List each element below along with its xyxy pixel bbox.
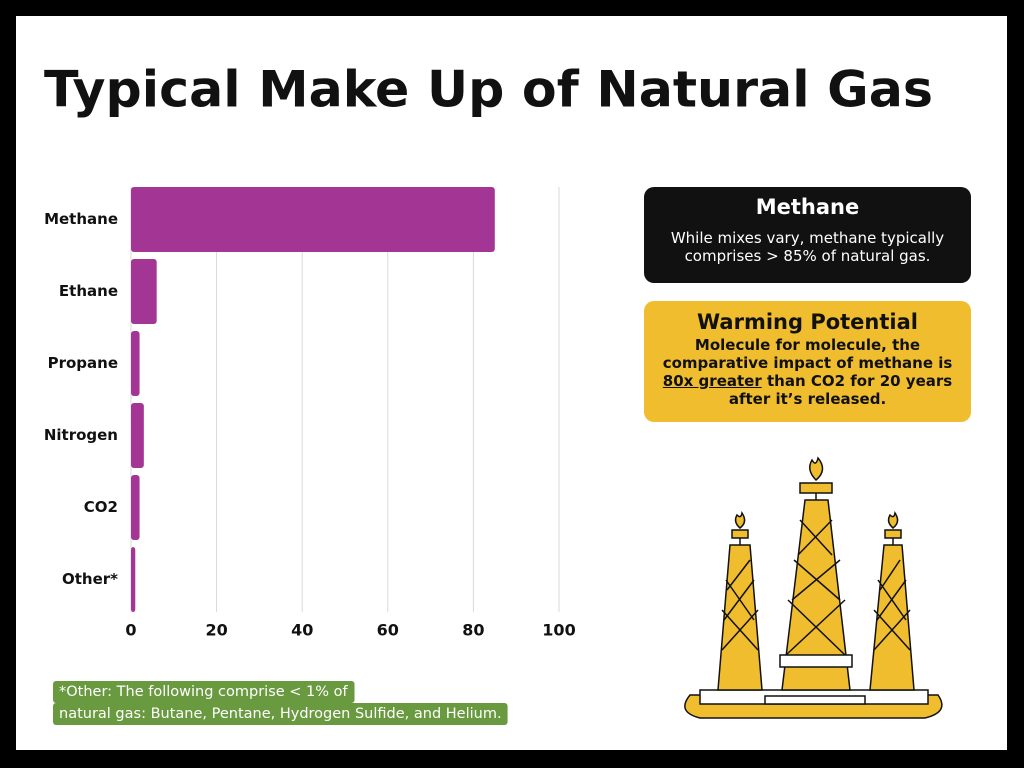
box-title: Methane (755, 195, 860, 219)
box-text: Molecule for molecule, the comparative i… (662, 336, 953, 372)
box-text: While mixes vary, methane typically comp… (670, 229, 945, 265)
oil-rig-illustration (684, 456, 943, 719)
y-tick-label: Nitrogen (44, 426, 118, 444)
y-tick-label: CO2 (84, 498, 118, 516)
warming-box: Warming Potential Molecule for molecule,… (644, 301, 971, 422)
bar (131, 259, 157, 324)
x-tick-label: 40 (291, 621, 313, 640)
bar (131, 475, 140, 540)
box-title: Warming Potential (697, 310, 918, 334)
footnote-text: natural gas: Butane, Pentane, Hydrogen S… (59, 706, 502, 722)
footnote: *Other: The following comprise < 1% of na… (53, 681, 508, 725)
bar (131, 187, 495, 252)
box-emphasis: 80x greater (662, 372, 762, 390)
footnote-background (53, 681, 355, 703)
y-tick-label: Other* (62, 570, 118, 588)
box-text: than CO2 for 20 years after it’s release… (728, 372, 953, 408)
footnote-text: *Other: The following comprise < 1% of (59, 684, 349, 700)
x-tick-label: 60 (377, 621, 399, 640)
bar (131, 403, 144, 468)
x-tick-label: 0 (125, 621, 136, 640)
footnote-background (53, 703, 508, 725)
chart-title: Typical Make Up of Natural Gas (44, 61, 933, 119)
x-tick-label: 20 (205, 621, 227, 640)
bar (131, 547, 136, 612)
y-tick-label: Ethane (59, 282, 118, 300)
methane-box: Methane While mixes vary, methane typica… (644, 187, 971, 283)
bar (131, 331, 140, 396)
x-tick-label: 100 (542, 621, 575, 640)
x-tick-label: 80 (462, 621, 484, 640)
y-tick-label: Methane (44, 210, 118, 228)
y-tick-label: Propane (48, 354, 118, 372)
